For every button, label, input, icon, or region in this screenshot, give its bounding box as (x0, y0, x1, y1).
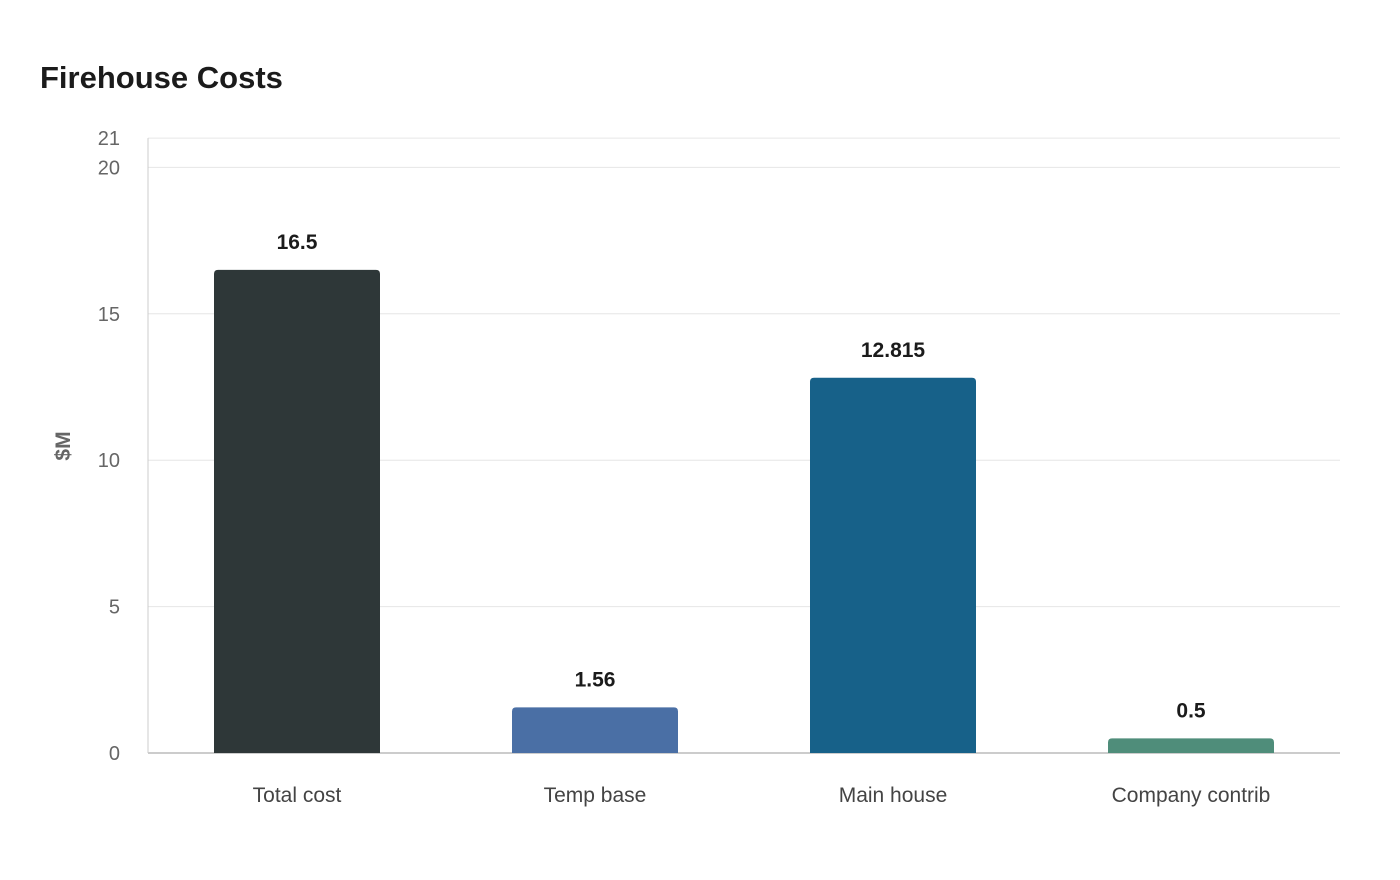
category-label: Total cost (253, 784, 342, 807)
bar (810, 377, 976, 753)
value-label: 1.56 (575, 668, 616, 691)
y-tick-labels: 0 5 10 15 20 21 (98, 128, 120, 765)
y-tick-label: 5 (109, 597, 120, 619)
value-label: 16.5 (277, 231, 318, 254)
y-tick-label: 21 (98, 128, 120, 150)
value-label: 0.5 (1176, 699, 1206, 722)
bar (214, 269, 380, 753)
category-label: Temp base (544, 784, 647, 807)
y-tick-label: 0 (109, 743, 120, 765)
value-label: 12.815 (861, 339, 926, 362)
bar (1108, 738, 1274, 753)
category-labels: Total cost Temp base Main house Company con… (253, 784, 1271, 807)
y-axis-label: $M (52, 431, 75, 460)
category-label: Main house (839, 784, 948, 807)
value-labels: 16.5 1.56 12.815 0.5 (277, 231, 1206, 722)
chart-title: Firehouse Costs (40, 60, 283, 95)
bar (512, 707, 678, 753)
y-tick-label: 20 (98, 157, 120, 179)
y-tick-label: 15 (98, 304, 120, 326)
y-tick-label: 10 (98, 450, 120, 472)
category-label: Company contrib (1112, 784, 1271, 807)
bars (214, 269, 1274, 753)
